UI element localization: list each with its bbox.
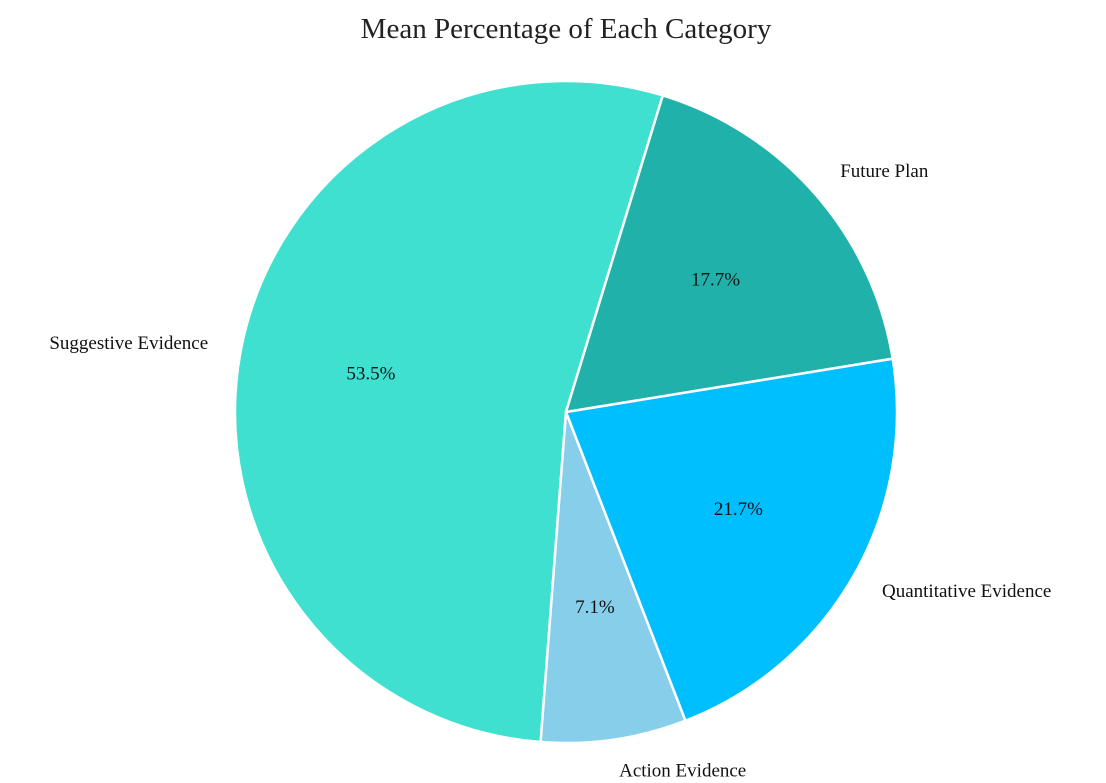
pie-slice-action-evidence	[539, 410, 687, 745]
pie-pct-label-future-plan: 17.7%	[691, 270, 740, 291]
pie-category-label-future-plan: Future Plan	[840, 161, 929, 182]
pie-category-label-quantitative-evidence: Quantitative Evidence	[882, 581, 1051, 602]
pie-slices	[233, 79, 899, 745]
pie-slice-future-plan	[564, 94, 894, 414]
pie-category-label-action-evidence: Action Evidence	[619, 761, 746, 782]
pie-pct-label-action-evidence: 7.1%	[575, 597, 615, 618]
pie-labels: 53.5% Suggestive Evidence 7.1% Action Evide…	[49, 161, 1051, 782]
pie-category-label-suggestive-evidence: Suggestive Evidence	[49, 333, 208, 354]
pie-slice-suggestive-evidence	[233, 79, 665, 744]
pie-slice-quantitative-evidence	[564, 357, 899, 722]
pie-pct-label-suggestive-evidence: 53.5%	[346, 363, 395, 384]
pie-pct-label-quantitative-evidence: 21.7%	[714, 499, 763, 520]
chart-title: Mean Percentage of Each Category	[361, 13, 772, 45]
